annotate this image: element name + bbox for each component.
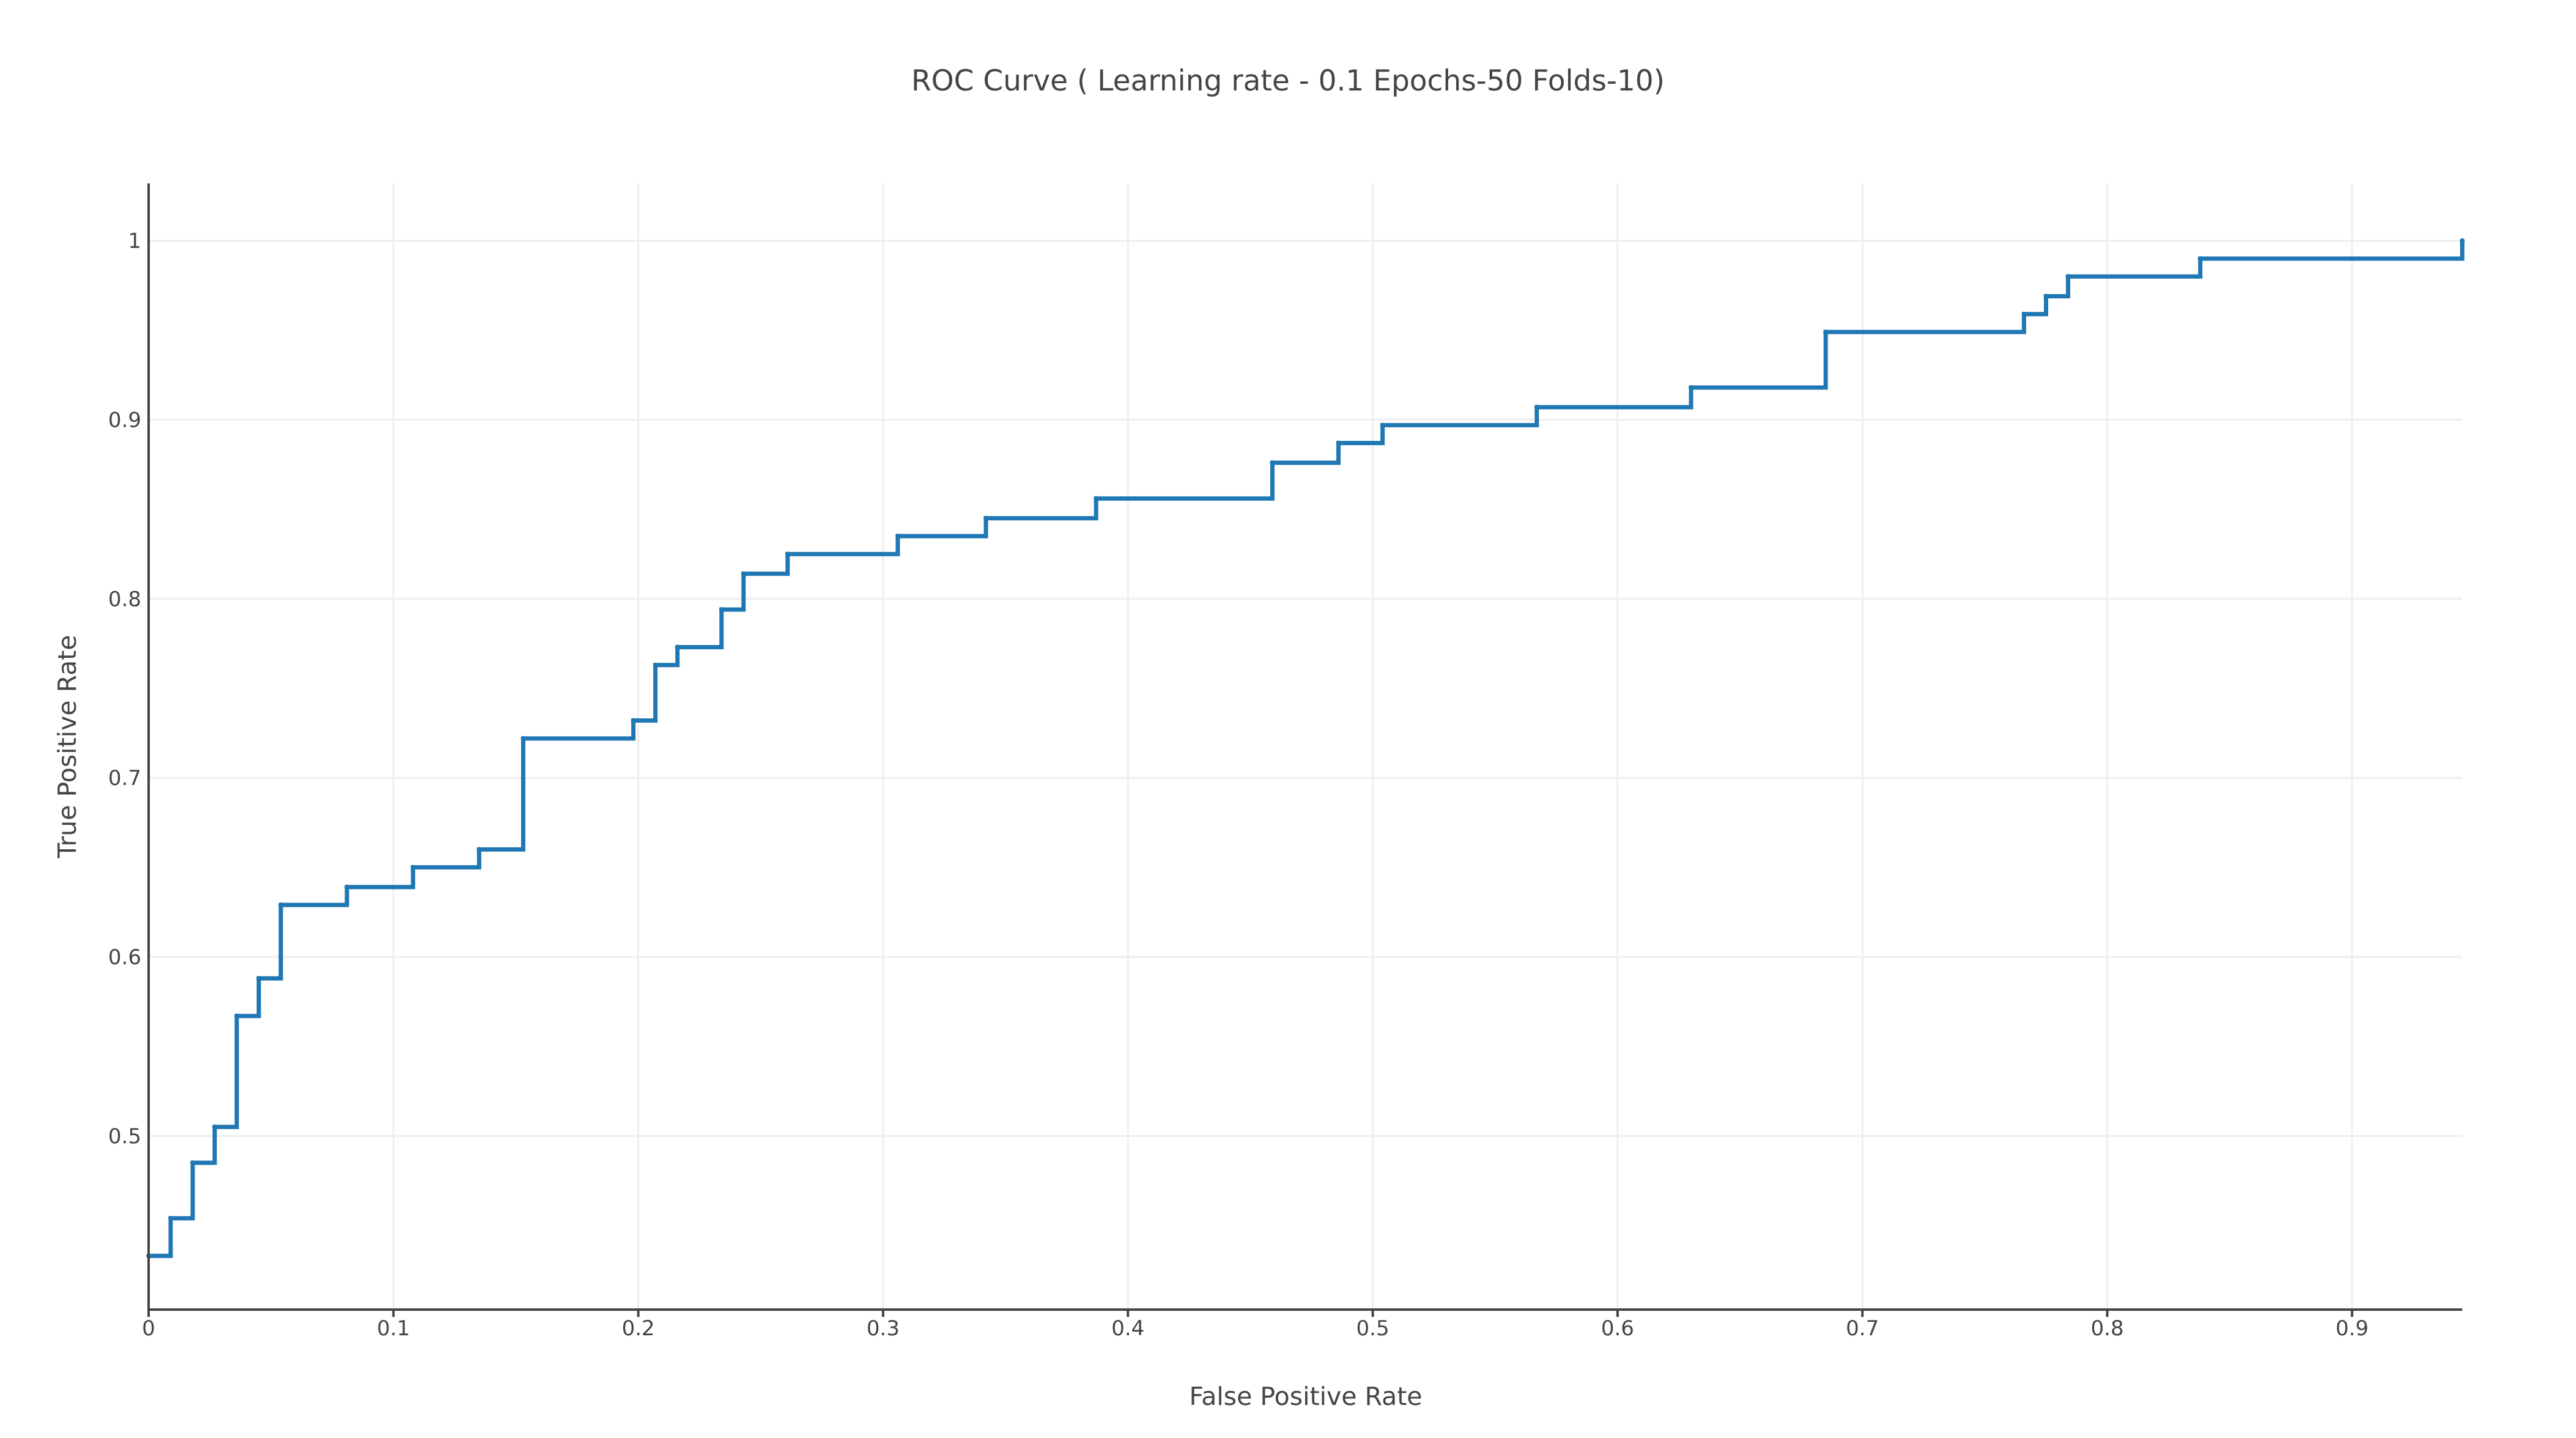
roc-point-5	[256, 976, 262, 981]
y-tick-label-2: 0.7	[108, 766, 141, 791]
roc-point-8	[410, 865, 416, 870]
y-tick-label-3: 0.8	[108, 587, 141, 611]
x-tick-label-2: 0.2	[622, 1316, 655, 1341]
roc-point-22	[1380, 422, 1385, 428]
roc-point-9	[476, 847, 482, 852]
y-tick-label-4: 0.9	[108, 408, 141, 433]
y-tick-label-0: 0.5	[108, 1124, 141, 1149]
roc-point-30	[2460, 238, 2465, 243]
x-tick-label-3: 0.3	[867, 1316, 900, 1341]
y-axis-title: True Positive Rate	[53, 635, 82, 858]
roc-point-6	[278, 902, 284, 908]
roc-point-13	[675, 644, 680, 650]
x-tick-label-9: 0.9	[2336, 1316, 2369, 1341]
roc-point-25	[1823, 330, 1829, 335]
roc-point-26	[2021, 311, 2027, 317]
roc-point-23	[1534, 405, 1539, 410]
roc-point-14	[719, 607, 724, 612]
roc-point-28	[2065, 274, 2071, 279]
roc-point-21	[1336, 440, 1341, 446]
roc-point-20	[1270, 460, 1275, 465]
roc-point-1	[168, 1215, 174, 1221]
x-tick-label-4: 0.4	[1111, 1316, 1144, 1341]
chart-title: ROC Curve ( Learning rate - 0.1 Epochs-5…	[911, 64, 1665, 98]
roc-point-12	[653, 662, 658, 668]
roc-point-27	[2043, 293, 2049, 299]
roc-point-24	[1689, 385, 1693, 390]
x-tick-label-7: 0.7	[1846, 1316, 1879, 1341]
x-tick-label-0: 0	[142, 1316, 155, 1341]
roc-point-7	[344, 884, 350, 890]
x-tick-label-8: 0.8	[2091, 1316, 2124, 1341]
roc-point-2	[190, 1160, 196, 1165]
x-tick-label-6: 0.6	[1601, 1316, 1634, 1341]
roc-point-10	[520, 736, 526, 741]
y-tick-label-5: 1	[128, 229, 141, 254]
y-tick-label-1: 0.6	[108, 945, 141, 970]
grid-lines	[149, 183, 2462, 1310]
roc-point-18	[983, 515, 989, 521]
roc-point-16	[785, 551, 790, 557]
x-tick-label-5: 0.5	[1356, 1316, 1390, 1341]
roc-point-4	[234, 1013, 240, 1019]
plot-area	[146, 238, 2465, 1259]
roc-point-29	[2197, 256, 2203, 261]
x-tick-label-1: 0.1	[377, 1316, 410, 1341]
roc-point-15	[741, 571, 746, 577]
y-axis-ticks: 0.5 0.6 0.7 0.8 0.9 1	[108, 229, 141, 1149]
x-axis-ticks: 0 0.1 0.2 0.3 0.4 0.5 0.6 0.7 0.8 0.9	[142, 1310, 2369, 1341]
roc-point-11	[631, 718, 636, 723]
roc-point-3	[212, 1124, 218, 1130]
roc-point-19	[1094, 496, 1099, 501]
x-axis-title: False Positive Rate	[1189, 1382, 1422, 1411]
roc-point-17	[895, 533, 900, 539]
